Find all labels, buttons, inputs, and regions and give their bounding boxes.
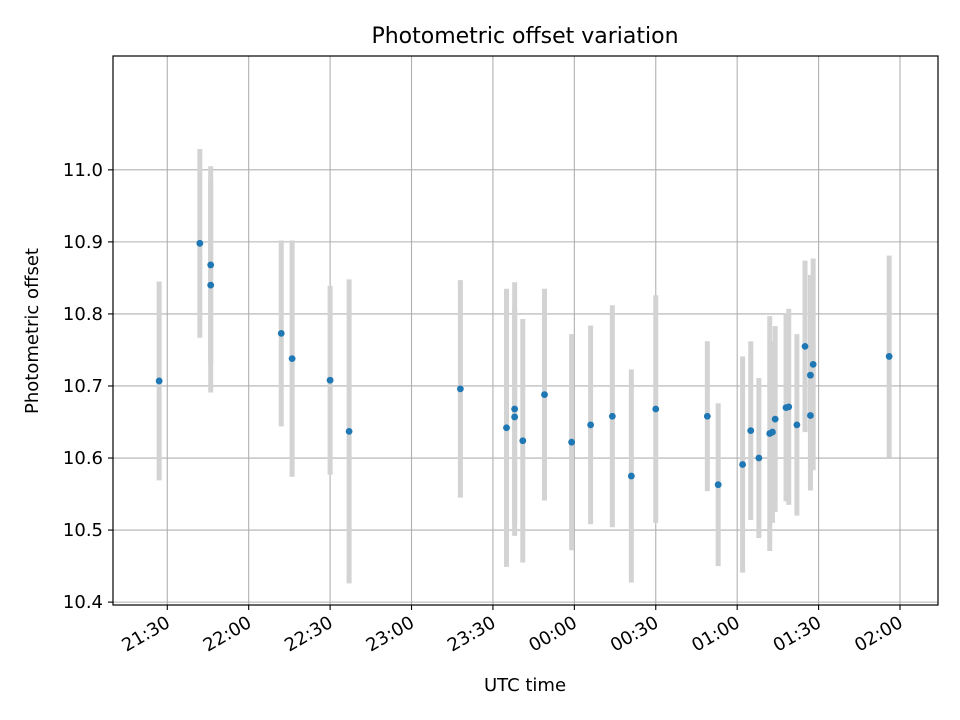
data-point	[714, 481, 722, 489]
x-axis-label: UTC time	[484, 675, 566, 696]
data-point	[326, 376, 334, 384]
y-tick-label: 10.4	[63, 592, 103, 613]
data-point	[511, 413, 519, 421]
y-tick-label: 10.6	[63, 448, 103, 469]
data-point	[739, 461, 747, 468]
y-axis-label: Photometric offset	[22, 248, 43, 414]
data-point	[345, 427, 353, 435]
data-point	[277, 329, 285, 337]
data-point	[807, 412, 814, 419]
data-point	[288, 355, 296, 362]
data-point	[155, 377, 163, 385]
data-point	[503, 424, 510, 432]
data-point	[771, 415, 779, 423]
y-axis-ticks: 10.4 10.5 10.6 10.7 10.8 10.9 11.0	[63, 160, 113, 613]
data-point	[793, 421, 801, 429]
plot-area	[113, 56, 938, 605]
data-point	[627, 472, 635, 480]
data-point	[207, 281, 215, 289]
chart-title: Photometric offset variation	[371, 24, 678, 49]
data-point	[519, 437, 527, 445]
data-point	[568, 438, 576, 446]
data-point	[809, 360, 817, 368]
data-point	[769, 428, 776, 436]
data-point	[511, 405, 519, 413]
data-point	[207, 261, 215, 269]
data-point	[196, 239, 204, 247]
y-tick-label: 10.8	[63, 304, 103, 325]
grid	[113, 56, 938, 605]
data-point	[755, 454, 763, 462]
y-tick-label: 10.9	[63, 232, 103, 253]
data-point	[807, 371, 814, 379]
data-point	[587, 421, 595, 429]
data-points	[155, 239, 893, 489]
y-tick-label: 11.0	[63, 160, 103, 181]
data-point	[703, 412, 711, 420]
data-point	[785, 403, 793, 411]
data-point	[885, 353, 893, 360]
data-point	[541, 391, 548, 399]
data-point	[747, 427, 755, 435]
y-tick-label: 10.7	[63, 376, 103, 397]
data-point	[801, 342, 809, 350]
data-point	[652, 405, 660, 413]
data-point	[608, 412, 616, 420]
data-point	[456, 385, 464, 393]
y-tick-label: 10.5	[63, 520, 103, 541]
plot-frame	[112, 55, 939, 606]
